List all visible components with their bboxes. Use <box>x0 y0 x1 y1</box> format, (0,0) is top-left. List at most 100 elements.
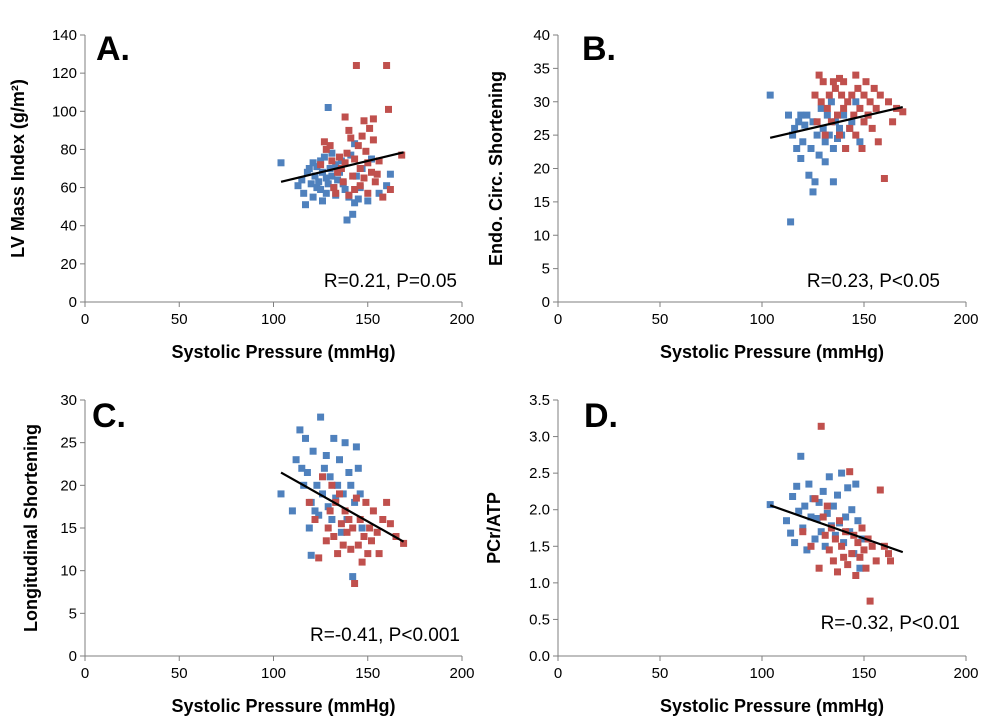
y-tick-label: 35 <box>533 60 550 77</box>
data-point <box>379 193 387 201</box>
data-point <box>364 550 372 558</box>
data-point <box>809 188 817 196</box>
data-point <box>345 191 353 199</box>
y-tick-label: 0.5 <box>529 611 550 628</box>
data-point <box>277 159 285 167</box>
data-point <box>834 568 841 576</box>
data-point <box>347 481 355 489</box>
data-point <box>305 524 313 532</box>
data-point <box>347 545 355 553</box>
data-point <box>846 528 854 536</box>
data-point <box>829 557 837 565</box>
data-point <box>337 165 345 172</box>
data-point <box>341 186 349 193</box>
x-tick-label: 200 <box>953 665 978 682</box>
data-point <box>364 159 372 167</box>
data-point <box>296 426 304 434</box>
data-point <box>351 186 359 193</box>
data-point <box>339 541 347 549</box>
data-point <box>807 542 815 550</box>
data-point <box>831 535 839 543</box>
y-tick-label: 20 <box>60 477 77 494</box>
data-point <box>339 490 347 498</box>
data-point <box>785 111 792 119</box>
data-point <box>868 542 876 550</box>
data-point <box>345 516 353 523</box>
data-point <box>351 580 359 587</box>
data-point <box>805 171 813 179</box>
data-point <box>345 469 353 476</box>
y-tick-label: 15 <box>533 194 550 211</box>
data-point <box>277 490 285 498</box>
data-point <box>821 158 829 166</box>
data-point <box>813 131 821 139</box>
data-point <box>819 124 827 132</box>
data-point <box>315 554 323 562</box>
series-2 <box>317 62 406 201</box>
data-point <box>358 558 366 566</box>
data-point <box>817 422 825 430</box>
x-axis-title: Systolic Pressure (mmHg) <box>171 696 395 716</box>
data-point <box>821 138 829 146</box>
data-point <box>848 118 856 126</box>
data-point <box>807 513 815 521</box>
data-point <box>330 434 338 442</box>
data-point <box>337 520 345 528</box>
y-tick-label: 5 <box>69 605 77 622</box>
x-tick-label: 0 <box>81 665 89 682</box>
data-point <box>840 111 848 119</box>
data-point <box>819 78 827 86</box>
data-point <box>315 178 323 186</box>
x-tick-label: 150 <box>851 665 876 682</box>
data-point <box>899 108 907 116</box>
x-tick-label: 150 <box>851 311 876 328</box>
data-point <box>319 490 326 498</box>
data-point <box>351 199 359 207</box>
data-point <box>328 157 336 165</box>
data-point <box>371 178 379 186</box>
data-point <box>844 561 852 569</box>
stats-annotation: R=-0.32, P<0.01 <box>821 613 960 634</box>
y-tick-label: 3.0 <box>529 429 550 446</box>
data-point <box>789 131 797 139</box>
data-point <box>811 535 819 543</box>
x-tick-label: 50 <box>652 665 669 682</box>
data-point <box>842 513 850 521</box>
data-point <box>373 170 381 178</box>
data-point <box>811 91 819 99</box>
data-point <box>298 464 306 472</box>
data-point <box>324 104 332 111</box>
stats-annotation: R=-0.41, P<0.001 <box>310 625 460 646</box>
series-2 <box>811 71 907 182</box>
data-point <box>375 189 383 197</box>
data-point <box>373 528 381 536</box>
data-point <box>799 528 807 536</box>
data-point <box>819 487 827 495</box>
data-point <box>400 539 408 547</box>
data-point <box>815 151 823 159</box>
data-point <box>347 151 355 159</box>
data-point <box>326 142 334 150</box>
data-point <box>825 473 833 481</box>
data-point <box>311 516 319 523</box>
data-point <box>364 189 372 197</box>
data-point <box>305 498 313 506</box>
data-point <box>336 153 343 161</box>
data-point <box>823 111 831 119</box>
data-point <box>766 91 774 99</box>
data-point <box>783 517 790 525</box>
y-tick-label: 120 <box>52 65 77 82</box>
data-point <box>811 495 819 503</box>
data-point <box>360 533 368 540</box>
data-point <box>341 159 349 167</box>
panel-label: B. <box>582 30 616 68</box>
data-point <box>801 121 809 129</box>
data-point <box>868 124 876 132</box>
data-point <box>336 456 343 464</box>
x-axis-title: Systolic Pressure (mmHg) <box>171 342 395 362</box>
data-point <box>876 91 884 99</box>
data-point <box>797 452 805 460</box>
data-point <box>836 74 843 82</box>
data-point <box>337 528 345 536</box>
y-axis-title: PCr/ATP <box>484 492 504 564</box>
